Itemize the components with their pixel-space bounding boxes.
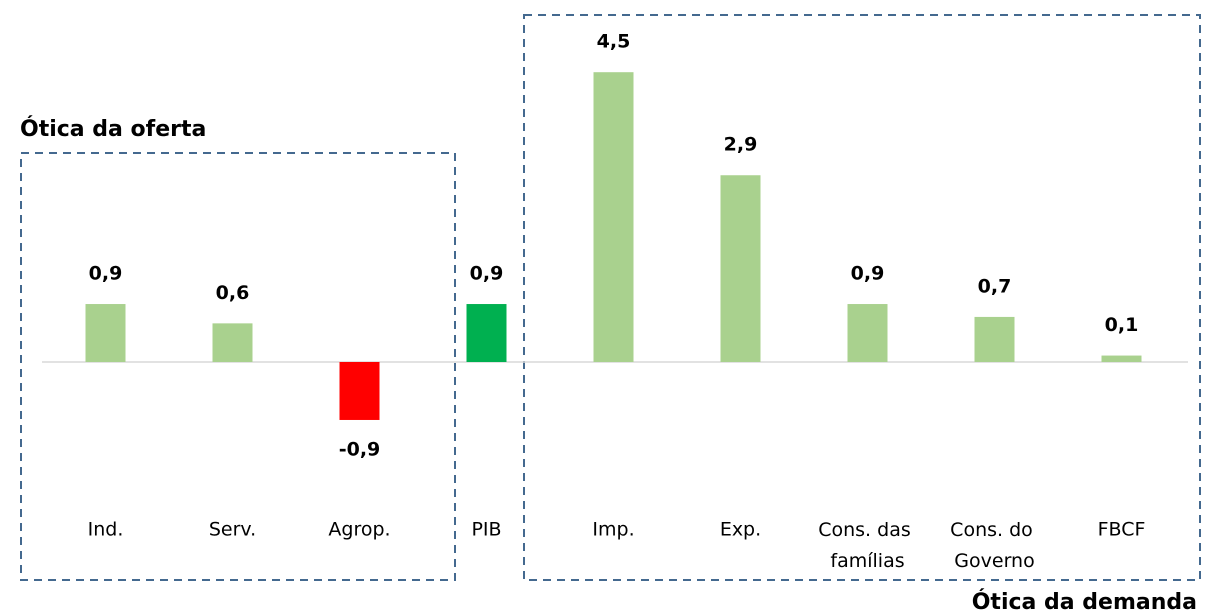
x-tick-label: Exp.: [720, 519, 761, 541]
data-label: 0,7: [978, 275, 1012, 297]
bar: [593, 72, 634, 362]
data-label: 0,9: [89, 263, 123, 285]
bar: [1101, 355, 1142, 362]
x-tick-label: Serv.: [209, 519, 256, 541]
x-tick-label: Agrop.: [328, 519, 390, 541]
bar: [339, 362, 380, 420]
x-tick-label: Ind.: [88, 519, 124, 541]
x-tick-label: Cons. das famílias: [818, 519, 917, 572]
bar: [466, 304, 507, 362]
data-label: -0,9: [339, 438, 381, 460]
data-label: 2,9: [724, 134, 758, 156]
data-label: 0,9: [851, 263, 885, 285]
bar: [847, 304, 888, 362]
data-label: 4,5: [597, 31, 631, 53]
x-tick-label: FBCF: [1098, 519, 1146, 541]
x-tick-label: Imp.: [592, 519, 634, 541]
bar: [720, 175, 761, 362]
data-label: 0,1: [1105, 314, 1139, 336]
x-tick-label: Cons. do Governo: [950, 519, 1039, 572]
demand-annotation: Ótica da demanda: [972, 589, 1197, 615]
bar: [974, 316, 1015, 362]
x-tick-label: PIB: [471, 519, 501, 541]
data-label: 0,6: [216, 282, 250, 304]
supply-annotation: Ótica da oferta: [20, 116, 206, 142]
bar: [212, 323, 253, 362]
demand-box: [523, 14, 1201, 581]
supply-box: [20, 152, 456, 581]
bar: [85, 304, 126, 362]
data-label: 0,9: [470, 263, 504, 285]
